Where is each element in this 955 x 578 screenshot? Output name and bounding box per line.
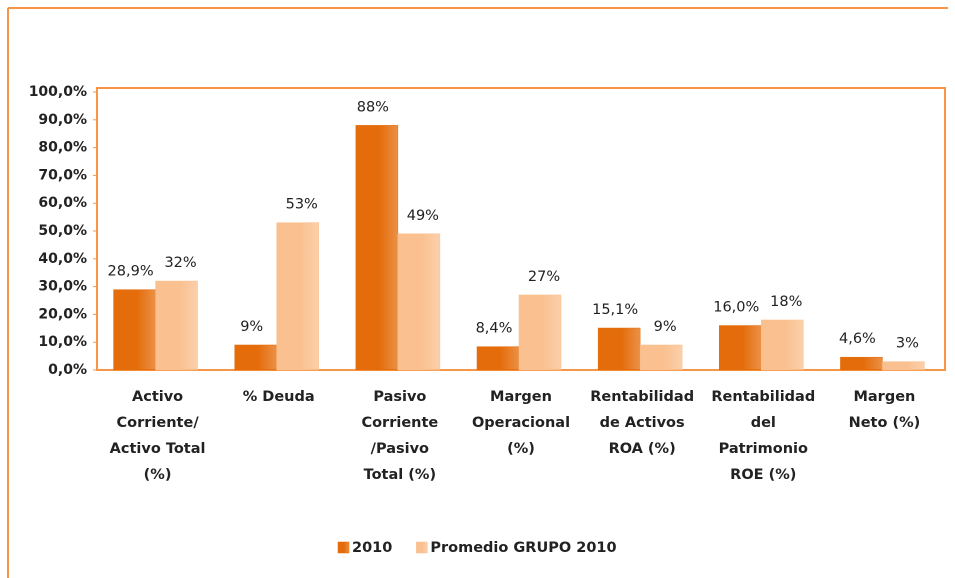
- legend-label: 2010: [352, 540, 392, 556]
- value-label: 27%: [528, 269, 560, 285]
- value-label: 88%: [357, 99, 389, 115]
- x-tick-label: Activo Total: [110, 441, 206, 457]
- y-tick-label: 30,0%: [38, 279, 87, 295]
- x-tick-label: Patrimonio: [719, 441, 808, 457]
- x-tick-label: Pasivo: [373, 389, 426, 405]
- y-tick-label: 100,0%: [29, 84, 87, 100]
- bar: [355, 125, 399, 371]
- y-tick-label: 40,0%: [38, 251, 87, 267]
- x-tick-label: Corriente/: [117, 415, 200, 431]
- x-tick-label: ROE (%): [730, 467, 796, 483]
- y-tick-label: 50,0%: [38, 223, 87, 239]
- legend-swatch: [416, 541, 428, 554]
- value-label: 4,6%: [839, 331, 876, 347]
- legend-label: Promedio GRUPO 2010: [430, 540, 616, 556]
- bar: [719, 325, 762, 371]
- x-tick-label: % Deuda: [243, 389, 315, 405]
- value-label: 8,4%: [476, 321, 513, 337]
- bar: [234, 344, 277, 371]
- x-tick-label: Margen: [853, 389, 915, 405]
- value-label: 16,0%: [713, 300, 759, 316]
- y-tick-label: 60,0%: [38, 195, 87, 211]
- x-tick-label: Activo: [132, 389, 183, 405]
- x-tick-label: Neto (%): [849, 415, 921, 431]
- bar: [597, 327, 641, 371]
- bar: [476, 346, 520, 371]
- y-tick-label: 10,0%: [38, 334, 87, 350]
- bar: [397, 233, 441, 371]
- value-label: 15,1%: [592, 302, 638, 318]
- y-tick-label: 0,0%: [48, 362, 87, 378]
- x-tick-label: (%): [144, 467, 172, 483]
- bar: [761, 319, 804, 371]
- bar: [840, 356, 883, 371]
- value-label: 9%: [654, 319, 677, 335]
- x-tick-label: /Pasivo: [371, 441, 429, 457]
- x-tick-label: Total (%): [364, 467, 436, 483]
- bar: [882, 361, 925, 371]
- y-tick-label: 20,0%: [38, 306, 87, 322]
- bar: [113, 289, 156, 371]
- x-tick-label: ROA (%): [609, 441, 676, 457]
- value-label: 9%: [240, 319, 263, 335]
- x-tick-label: Rentabilidad: [590, 389, 694, 405]
- x-tick-label: (%): [507, 441, 535, 457]
- y-tick-label: 80,0%: [38, 140, 87, 156]
- bar: [155, 280, 198, 371]
- x-tick-label: de Activos: [600, 415, 685, 431]
- bar: [639, 344, 683, 371]
- value-label: 53%: [286, 197, 318, 213]
- x-tick-label: Corriente: [361, 415, 438, 431]
- x-tick-label: Rentabilidad: [711, 389, 815, 405]
- legend-swatch: [337, 541, 350, 554]
- value-label: 32%: [164, 255, 196, 271]
- bar: [276, 222, 319, 371]
- value-label: 3%: [896, 336, 919, 352]
- value-label: 18%: [770, 294, 802, 310]
- x-tick-label: Margen: [490, 389, 552, 405]
- y-tick-label: 90,0%: [38, 112, 87, 128]
- y-tick-label: 70,0%: [38, 167, 87, 183]
- x-tick-label: del: [751, 415, 776, 431]
- value-label: 28,9%: [108, 264, 154, 280]
- bar: [518, 294, 562, 371]
- value-label: 49%: [407, 208, 439, 224]
- x-tick-label: Operacional: [472, 415, 570, 431]
